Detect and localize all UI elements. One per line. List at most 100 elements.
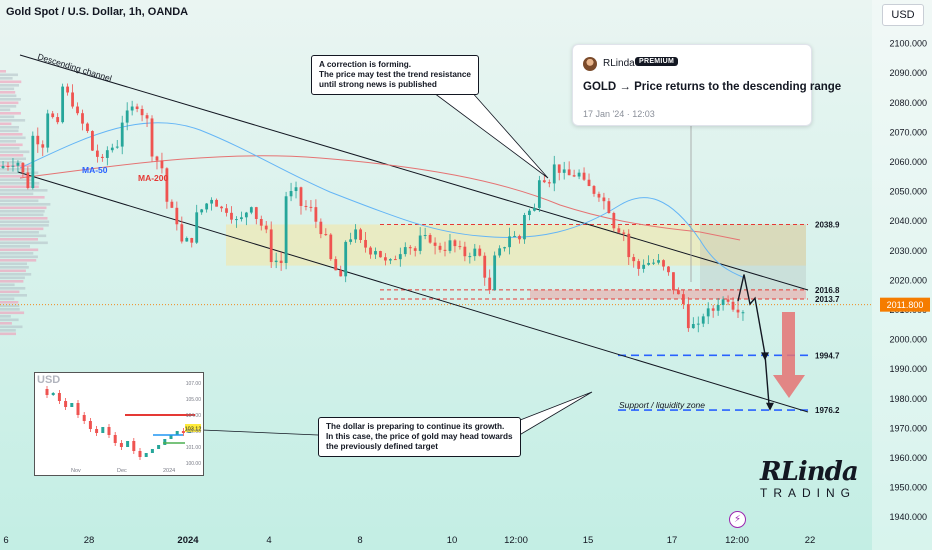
candle-39-2 — [592, 184, 596, 197]
usd-index-inset: 103.12 107.00 105.00 104.00 102.00 101.00 100.… — [34, 372, 204, 476]
candle-46-2 — [696, 316, 700, 333]
inset-y-label-3: 102.00 — [186, 429, 202, 435]
candle-20-2 — [309, 199, 313, 212]
lightning-icon[interactable]: ⚡ — [729, 511, 746, 528]
candle-16-0 — [240, 211, 243, 222]
candle-47-2 — [711, 304, 715, 318]
candle-8-0 — [120, 115, 124, 155]
candle-34-0 — [508, 227, 511, 255]
candle-44-0 — [657, 253, 660, 265]
candle-13-0 — [195, 204, 199, 244]
volume-profile — [0, 70, 51, 336]
candle-14-1 — [215, 198, 218, 207]
candle-2-1 — [36, 127, 40, 153]
candle-36-2 — [547, 179, 551, 188]
current-price-tag — [880, 297, 930, 312]
candle-4-1 — [66, 83, 69, 96]
candle-35-0 — [523, 212, 526, 244]
inset-x-label-0: Nov — [71, 468, 81, 474]
channel-lower-line — [17, 171, 809, 413]
candle-45-0 — [672, 272, 675, 295]
callout-bottom-pointer — [509, 391, 593, 438]
x-tick-8: 17 — [667, 535, 678, 546]
candle-30-1 — [453, 239, 457, 253]
price-axis: 1940.000 1950.000 1960.000 1970.000 1980.000… — [872, 0, 932, 550]
candle-3-2 — [56, 113, 60, 125]
idea-headline[interactable]: GOLD → Price returns to the descending r… — [583, 81, 842, 93]
candle-45-2 — [681, 290, 685, 309]
candle-46-1 — [691, 317, 695, 329]
candle-12-0 — [180, 216, 184, 244]
candle-17-2 — [264, 220, 268, 234]
x-tick-10: 22 — [805, 535, 816, 546]
inset-x-label-2: 2024 — [163, 468, 175, 474]
candle-23-1 — [349, 232, 353, 245]
candle-14-2 — [220, 205, 223, 212]
candle-48-1 — [721, 296, 725, 311]
inset-y-label-0: 107.00 — [186, 381, 202, 387]
y-tick-6: 2000.000 — [889, 335, 927, 345]
candle-19-0 — [284, 191, 288, 270]
inset-y-label-5: 100.00 — [186, 461, 202, 467]
candle-6-1 — [95, 144, 99, 163]
candle-4-0 — [61, 83, 65, 124]
candle-28-1 — [423, 227, 427, 240]
candle-18-1 — [274, 252, 278, 269]
candle-7-0 — [105, 146, 109, 166]
candle-12-1 — [185, 236, 189, 242]
candle-22-0 — [329, 233, 333, 261]
logo-subword: TRADING — [760, 486, 856, 500]
level-label-4: 1976.2 — [815, 406, 840, 415]
candle-34-2 — [518, 234, 521, 244]
candle-30-2 — [458, 240, 462, 250]
candle-26-1 — [393, 255, 397, 261]
candles — [1, 83, 745, 333]
support-label: Support / liquidity zone — [619, 400, 705, 410]
x-tick-7: 15 — [583, 535, 594, 546]
author-avatar[interactable] — [583, 57, 597, 71]
candle-43-1 — [647, 255, 651, 266]
candle-29-1 — [438, 242, 442, 253]
candle-48-0 — [716, 297, 720, 316]
candle-43-0 — [642, 259, 646, 273]
candle-23-2 — [354, 224, 358, 243]
candle-5-1 — [81, 109, 84, 131]
candle-3-1 — [51, 110, 55, 119]
candle-49-2 — [741, 310, 745, 321]
candle-41-2 — [622, 229, 626, 242]
candle-17-0 — [254, 206, 258, 225]
y-tick-5: 1990.000 — [889, 364, 927, 374]
candle-17-1 — [259, 215, 263, 231]
candle-41-1 — [617, 225, 621, 234]
inset-price-tag — [185, 424, 201, 432]
chart-title: Gold Spot / U.S. Dollar, 1h, OANDA — [6, 6, 189, 18]
author-name[interactable]: RLinda — [603, 58, 635, 69]
logo-word: RLinda — [760, 457, 859, 487]
candle-9-2 — [145, 112, 149, 127]
dollar-callout: The dollar is preparing to continue its … — [318, 417, 521, 457]
resistance-zone — [700, 224, 806, 290]
y-tick-1: 1950.000 — [889, 483, 927, 493]
candle-42-1 — [632, 253, 636, 268]
candle-16-1 — [244, 211, 248, 226]
level-label-1: 2016.8 — [815, 286, 840, 295]
candle-37-1 — [557, 164, 561, 181]
down-arrow — [773, 312, 805, 398]
candle-7-2 — [115, 139, 119, 149]
x-tick-3: 4 — [266, 535, 271, 546]
idea-card[interactable]: RLinda PREMIUM GOLD → Price returns to t… — [572, 44, 841, 126]
ma-200-label: MA-200 — [138, 173, 169, 183]
candle-31-2 — [473, 243, 477, 261]
candle-8-2 — [130, 100, 134, 116]
candle-44-2 — [667, 265, 670, 276]
candle-47-0 — [701, 313, 705, 328]
idea-date: 17 Jan '24 · 12:03 — [583, 109, 655, 119]
candle-34-1 — [513, 231, 516, 237]
candle-18-0 — [269, 221, 273, 268]
candle-39-1 — [587, 173, 591, 187]
currency-selector[interactable]: USD — [882, 4, 924, 26]
candle-31-1 — [468, 252, 472, 264]
candle-37-0 — [552, 155, 556, 192]
candle-6-0 — [91, 130, 94, 152]
